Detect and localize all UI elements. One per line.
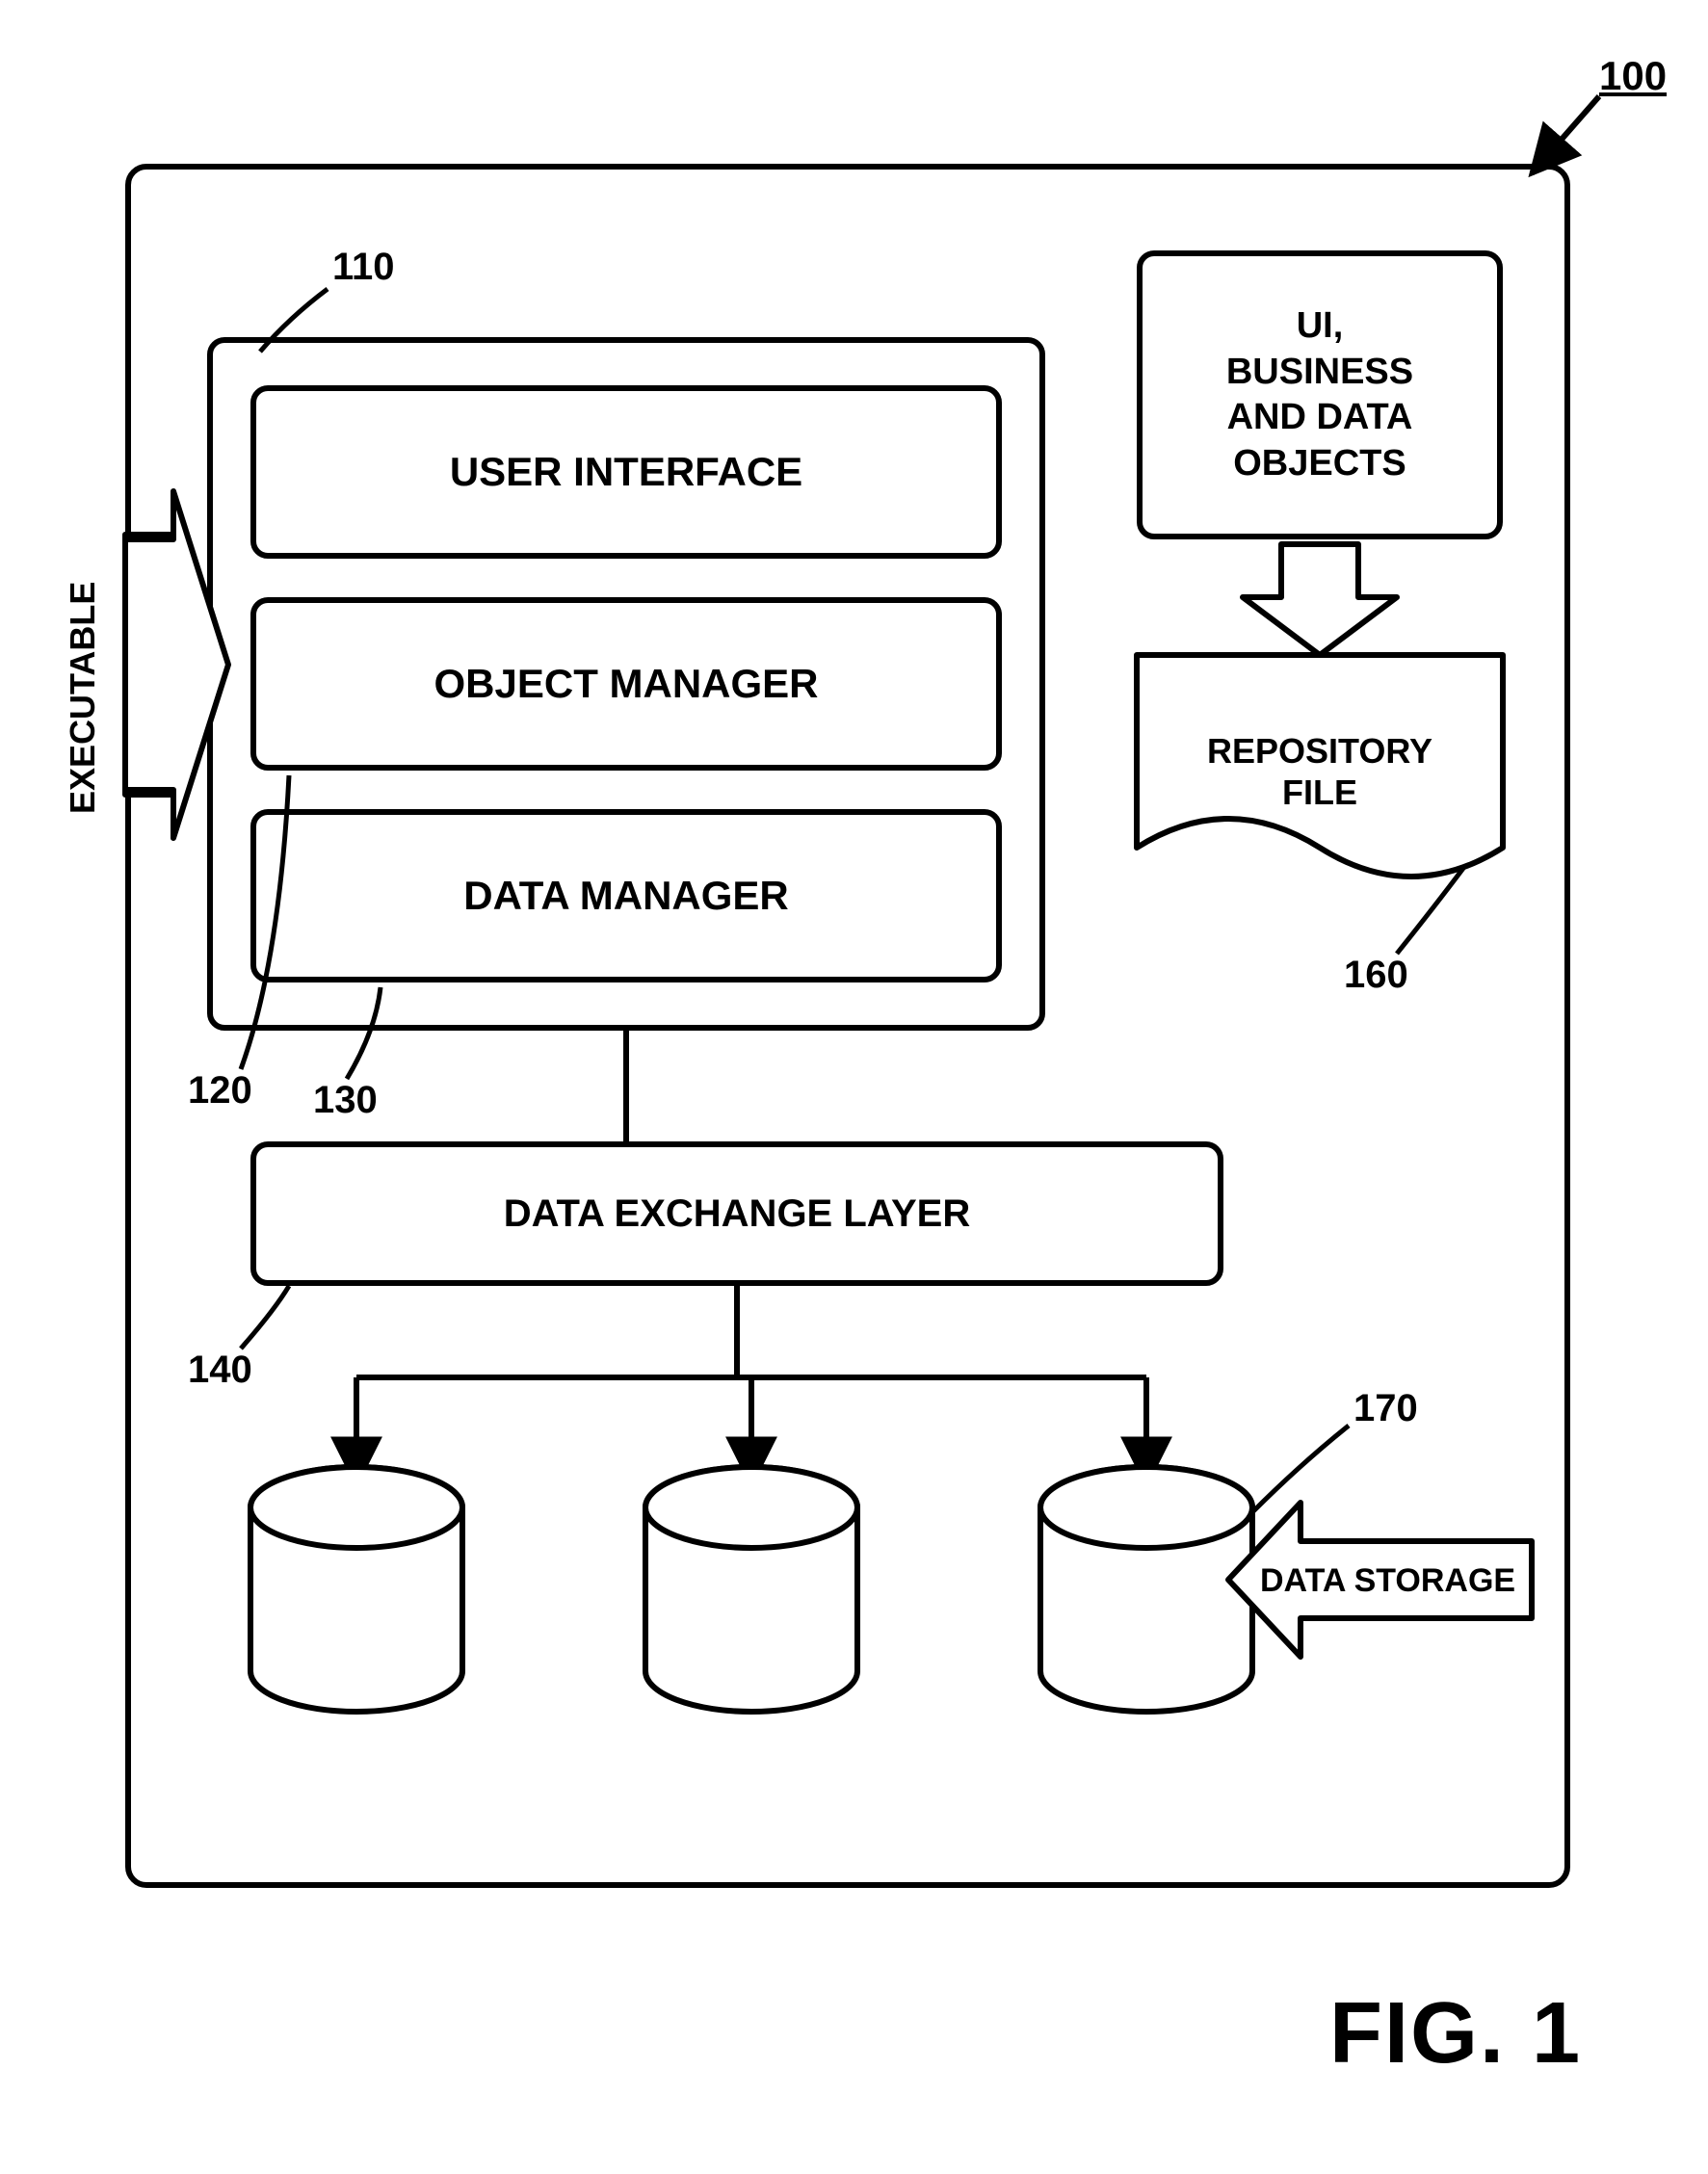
user-interface-layer: USER INTERFACE — [250, 385, 1002, 559]
ref-110: 110 — [332, 246, 395, 289]
data-manager-layer: DATA MANAGER — [250, 809, 1002, 982]
figure-label: FIG. 1 — [1329, 1984, 1582, 2083]
ref-170: 170 — [1353, 1387, 1418, 1430]
ref-140: 140 — [188, 1349, 252, 1392]
ui-business-data-objects-box: UI, BUSINESS AND DATA OBJECTS — [1137, 250, 1503, 539]
ref-130: 130 — [313, 1079, 378, 1122]
object-manager-layer: OBJECT MANAGER — [250, 597, 1002, 771]
data-exchange-layer: DATA EXCHANGE LAYER — [250, 1141, 1223, 1286]
repository-file-label: REPOSITORY FILE — [1137, 689, 1503, 814]
executable-label: EXECUTABLE — [63, 582, 103, 814]
data-exchange-label: DATA EXCHANGE LAYER — [504, 1192, 971, 1236]
ui-business-data-objects-label: UI, BUSINESS AND DATA OBJECTS — [1226, 303, 1413, 486]
object-manager-label: OBJECT MANAGER — [434, 661, 818, 707]
user-interface-label: USER INTERFACE — [450, 449, 802, 495]
ref-160: 160 — [1344, 954, 1408, 997]
ref-100-arrow — [1532, 96, 1599, 173]
ref-120: 120 — [188, 1069, 252, 1113]
ref-100: 100 — [1599, 53, 1667, 99]
data-storage-label: DATA STORAGE — [1260, 1562, 1515, 1600]
data-manager-label: DATA MANAGER — [463, 873, 789, 919]
